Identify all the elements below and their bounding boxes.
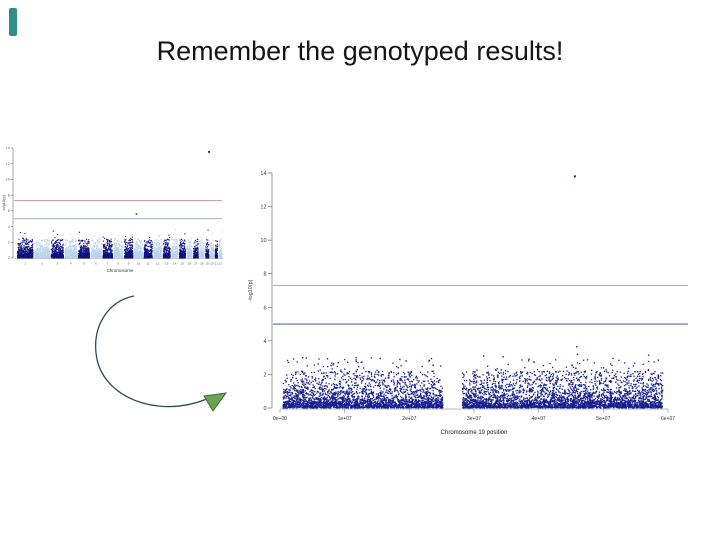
genome-wide-manhattan-plot	[0, 130, 240, 280]
chr19-manhattan-plot	[244, 150, 700, 450]
slide-title: Remember the genotyped results!	[156, 36, 564, 66]
arrow-head	[203, 392, 228, 412]
arrow-curve	[95, 295, 208, 408]
accent-bar	[9, 8, 17, 36]
curved-arrow-icon	[95, 295, 228, 412]
